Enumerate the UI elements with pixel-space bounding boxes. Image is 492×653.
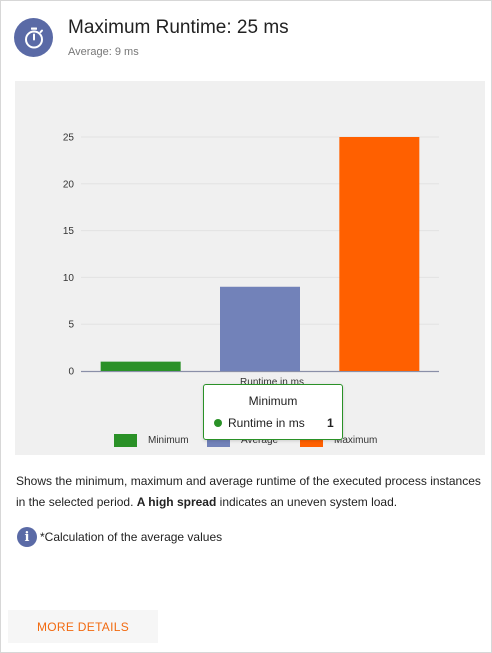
legend-item[interactable]: Minimum: [114, 434, 189, 447]
tooltip-value: 1: [327, 416, 334, 430]
info-row: i *Calculation of the average values: [17, 527, 222, 547]
tooltip-title: Minimum: [248, 394, 298, 408]
tooltip-series-dot: [214, 419, 222, 427]
legend-swatch: [114, 434, 137, 447]
x-axis-title: Runtime in ms: [240, 377, 304, 388]
chart-tooltip: Minimum Runtime in ms 1: [203, 384, 343, 440]
card-subtitle: Average: 9 ms: [68, 46, 139, 58]
stopwatch-icon: [14, 18, 53, 57]
y-tick-label: 5: [68, 320, 74, 331]
y-tick-label: 20: [63, 179, 75, 190]
legend-label: Average*: [241, 435, 282, 446]
runtime-chart: 0 5 10 15 20 25 Runtime in ms Minimum Average*…: [15, 81, 485, 455]
y-tick-label: 0: [68, 367, 74, 378]
card-title: Maximum Runtime: 25 ms: [68, 17, 289, 38]
description-text: Shows the minimum, maximum and average r…: [16, 474, 481, 509]
info-icon[interactable]: i: [17, 527, 37, 547]
tooltip-series-label: Runtime in ms: [228, 416, 305, 430]
more-details-button[interactable]: MORE DETAILS: [8, 610, 158, 643]
y-tick-label: 10: [63, 273, 75, 284]
chart-bar: [339, 137, 420, 371]
y-tick-label: 25: [63, 133, 75, 144]
tooltip-series-row: Runtime in ms: [214, 416, 305, 430]
legend-label: Minimum: [148, 435, 189, 446]
description-text-end: indicates an uneven system load.: [216, 495, 398, 509]
chart-description: Shows the minimum, maximum and average r…: [16, 471, 486, 513]
description-bold: A high spread: [136, 495, 217, 509]
info-text: *Calculation of the average values: [40, 530, 223, 544]
legend-label: Maximum: [334, 435, 378, 446]
y-tick-label: 15: [63, 226, 75, 237]
chart-bar: [220, 286, 300, 371]
chart-bar: [100, 361, 181, 371]
chart-canvas: 0 5 10 15 20 25: [63, 133, 439, 378]
